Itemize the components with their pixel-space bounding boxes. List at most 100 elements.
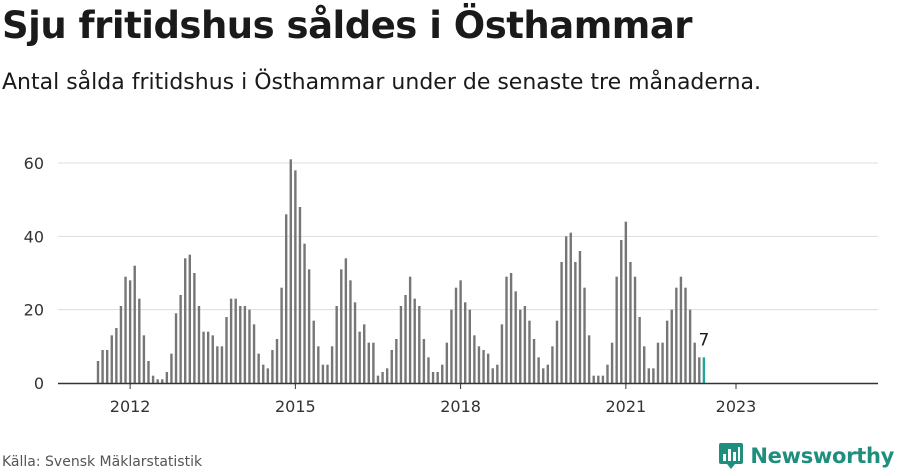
y-tick-label: 60 xyxy=(24,154,44,173)
bar xyxy=(170,353,173,383)
bar xyxy=(587,335,591,383)
bar xyxy=(119,306,123,383)
bar xyxy=(335,306,338,383)
x-tick-label: 2015 xyxy=(275,397,316,416)
bar xyxy=(151,375,155,383)
bar xyxy=(211,335,214,383)
bar xyxy=(105,350,109,383)
bar xyxy=(537,357,540,383)
bar xyxy=(96,361,100,383)
bar xyxy=(546,364,550,383)
newsworthy-logo-icon xyxy=(719,443,744,469)
bar xyxy=(445,342,449,383)
bar xyxy=(330,346,334,383)
brand-name: Newsworthy xyxy=(750,444,894,468)
bar xyxy=(564,236,568,383)
bar xyxy=(326,364,329,383)
x-tick-label: 2018 xyxy=(440,397,481,416)
bar xyxy=(115,328,118,383)
bar xyxy=(408,276,412,383)
bar xyxy=(693,342,696,383)
bar xyxy=(542,368,545,383)
bar xyxy=(340,269,343,383)
bar xyxy=(652,368,655,383)
bar xyxy=(197,306,201,383)
bar xyxy=(688,309,692,383)
bar xyxy=(275,339,279,383)
bar xyxy=(422,339,426,383)
bar xyxy=(500,324,504,383)
bar xyxy=(656,342,660,383)
bar xyxy=(312,320,315,383)
bar xyxy=(661,342,664,383)
bar xyxy=(569,232,572,383)
bar xyxy=(560,262,563,383)
bar xyxy=(509,273,513,383)
bar xyxy=(647,368,650,383)
bar xyxy=(519,309,522,383)
bar xyxy=(252,324,256,383)
bars xyxy=(96,159,706,383)
bar xyxy=(698,357,701,383)
bar xyxy=(523,306,527,383)
bar xyxy=(578,251,582,383)
bar xyxy=(436,372,439,383)
bar xyxy=(555,320,559,383)
source-note: Källa: Svensk Mäklarstatistik xyxy=(2,454,203,470)
bar xyxy=(307,269,311,383)
bar xyxy=(303,243,306,383)
bar xyxy=(156,379,159,383)
bar xyxy=(239,306,242,383)
bar xyxy=(551,346,554,383)
bar xyxy=(234,298,237,383)
brand[interactable]: Newsworthy xyxy=(718,442,894,470)
bar xyxy=(702,357,706,383)
bar xyxy=(638,317,641,383)
bar xyxy=(298,207,302,383)
bar xyxy=(450,309,453,383)
bar xyxy=(482,350,485,383)
bar xyxy=(284,214,288,383)
bar xyxy=(597,375,600,383)
bar xyxy=(225,317,228,383)
bar xyxy=(385,368,389,383)
y-tick-label: 0 xyxy=(34,374,44,393)
bar xyxy=(514,291,517,383)
bar xyxy=(390,350,393,383)
bar xyxy=(147,361,150,383)
bar xyxy=(243,306,247,383)
bar xyxy=(532,339,536,383)
bar xyxy=(229,298,233,383)
bar xyxy=(592,375,595,383)
bar xyxy=(184,258,187,383)
bar xyxy=(344,258,348,383)
bar xyxy=(643,346,646,383)
bar xyxy=(468,309,471,383)
bar xyxy=(404,295,407,383)
bar xyxy=(220,346,224,383)
bar-chart: 0 20 40 60 2012 2015 2018 2021 2023 7 xyxy=(24,154,878,416)
bar xyxy=(395,339,398,383)
bar xyxy=(399,306,403,383)
bar xyxy=(202,331,205,383)
bar xyxy=(271,350,274,383)
bar xyxy=(193,273,196,383)
bar xyxy=(427,357,430,383)
bar xyxy=(110,335,113,383)
bar xyxy=(358,331,361,383)
bar xyxy=(441,364,444,383)
x-axis-labels: 2012 2015 2018 2021 2023 xyxy=(110,383,756,416)
bar xyxy=(610,342,614,383)
bar xyxy=(601,375,605,383)
bar xyxy=(670,309,673,383)
bar xyxy=(138,298,141,383)
gridlines xyxy=(58,162,878,311)
bar xyxy=(133,265,136,383)
bar xyxy=(367,342,371,383)
bar xyxy=(583,287,586,383)
bar xyxy=(624,221,628,383)
bar xyxy=(464,302,467,383)
y-tick-label: 20 xyxy=(24,301,44,320)
bar xyxy=(574,262,577,383)
bar xyxy=(633,276,637,383)
